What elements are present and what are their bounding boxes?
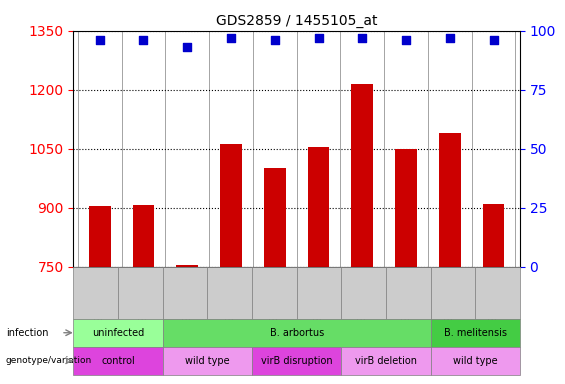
Point [314, 35, 323, 41]
Text: B. melitensis: B. melitensis [444, 328, 507, 338]
Bar [118, 267, 163, 319]
Bar [341, 267, 386, 319]
Bar [483, 204, 505, 267]
Point [95, 37, 104, 43]
Bar [386, 267, 431, 319]
Bar [133, 205, 154, 267]
Bar [163, 267, 207, 319]
Point [227, 35, 236, 41]
Text: uninfected: uninfected [92, 328, 144, 338]
Text: control: control [101, 356, 135, 366]
Title: GDS2859 / 1455105_at: GDS2859 / 1455105_at [216, 14, 377, 28]
Bar [163, 319, 431, 347]
Bar [176, 265, 198, 267]
Point [489, 37, 498, 43]
Bar [252, 347, 341, 375]
Bar [264, 168, 286, 267]
Bar [475, 267, 520, 319]
Bar [431, 347, 520, 375]
Bar [297, 267, 341, 319]
Bar [73, 267, 118, 319]
Text: virB deletion: virB deletion [355, 356, 417, 366]
Bar [431, 319, 520, 347]
Text: infection: infection [6, 328, 48, 338]
Bar [207, 267, 252, 319]
Bar [431, 267, 475, 319]
Point [182, 44, 192, 50]
Bar [351, 84, 373, 267]
Text: B. arbortus: B. arbortus [270, 328, 324, 338]
Text: genotype/variation: genotype/variation [6, 356, 92, 365]
Point [358, 35, 367, 41]
Bar [220, 144, 242, 267]
Point [139, 37, 148, 43]
Point [445, 35, 454, 41]
Bar [252, 267, 297, 319]
Bar [341, 347, 431, 375]
Bar [73, 347, 163, 375]
Text: virB disruption: virB disruption [261, 356, 332, 366]
Text: wild type: wild type [453, 356, 497, 366]
Point [402, 37, 411, 43]
Point [270, 37, 279, 43]
Bar [73, 319, 163, 347]
Bar [439, 133, 460, 267]
Bar [395, 149, 417, 267]
Bar [307, 147, 329, 267]
Bar [89, 206, 111, 267]
Bar [163, 347, 252, 375]
Text: wild type: wild type [185, 356, 229, 366]
